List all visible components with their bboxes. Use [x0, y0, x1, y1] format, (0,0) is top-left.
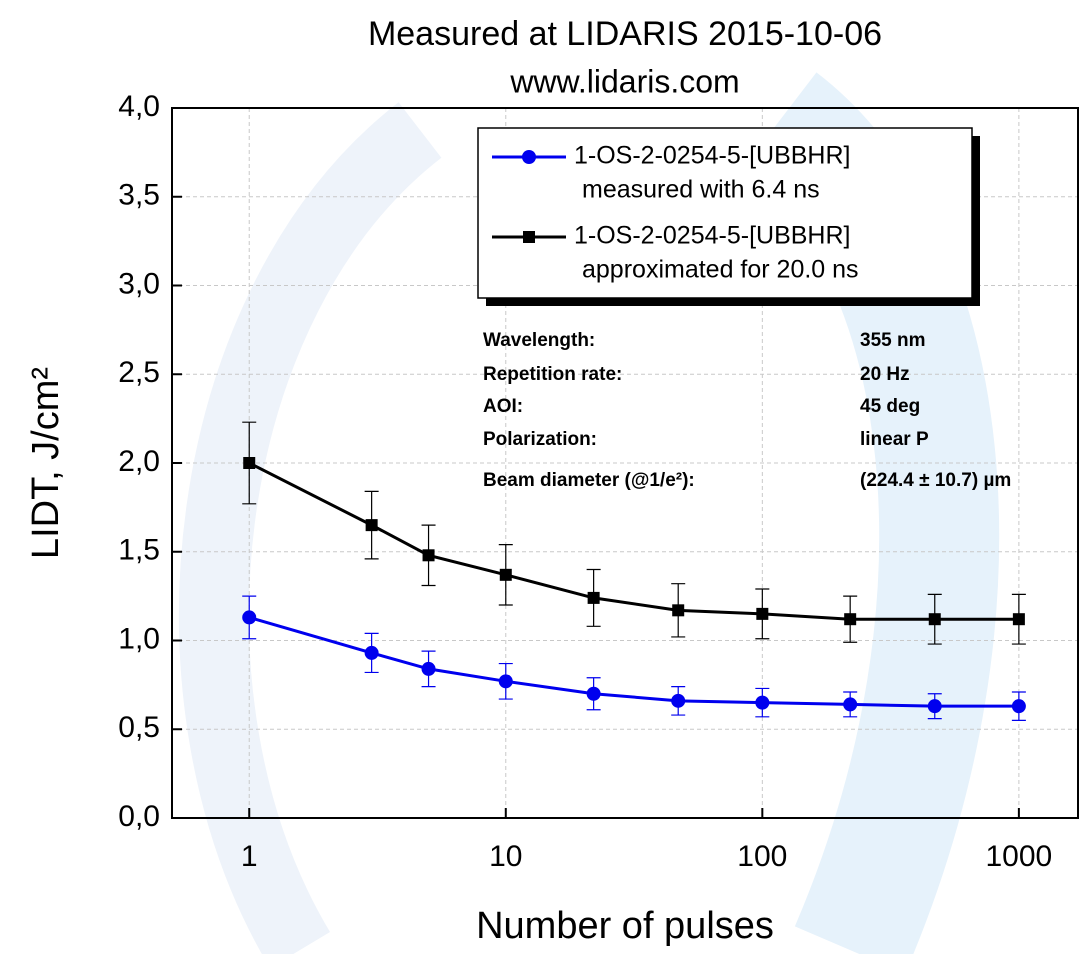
marker [364, 645, 379, 660]
y-tick-label: 1,5 [118, 534, 160, 567]
marker [498, 674, 513, 689]
legend: 1-OS-2-0254-5-[UBBHR] measured with 6.4 n… [492, 142, 859, 284]
marker [755, 695, 770, 710]
marker [499, 568, 512, 581]
legend-label: 1-OS-2-0254-5-[UBBHR] [574, 222, 850, 250]
series-line [248, 461, 1019, 621]
info-label: Repetition rate: [483, 364, 622, 385]
info-value: (224.4 ± 10.7) µm [860, 470, 1011, 491]
marker [365, 519, 378, 532]
marker [1012, 613, 1025, 626]
series-line [248, 615, 1019, 708]
x-tick-label: 10 [489, 840, 522, 873]
info-value: 20 Hz [860, 364, 910, 385]
info-table: Wavelength: 355 nm Repetition rate: 20 Hz AO… [483, 330, 1011, 491]
marker [671, 693, 686, 708]
marker [522, 150, 536, 164]
info-value: 355 nm [860, 330, 925, 351]
marker [587, 591, 600, 604]
legend-label: 1-OS-2-0254-5-[UBBHR] [574, 142, 850, 170]
watermark-arc [179, 102, 442, 954]
y-tick-label: 3,0 [118, 267, 160, 300]
marker [672, 604, 685, 617]
marker [756, 607, 769, 620]
y-tick-label: 1,0 [118, 622, 160, 655]
marker [928, 613, 941, 626]
info-label: AOI: [483, 396, 523, 417]
marker [927, 699, 942, 714]
chart-title: Measured at LIDARIS 2015-10-06 [368, 15, 882, 53]
x-tick-label: 1 [241, 840, 258, 873]
y-tick-label: 0,0 [118, 800, 160, 833]
y-tick-label: 3,5 [118, 179, 160, 212]
info-label: Wavelength: [483, 330, 595, 351]
x-tick-label: 100 [737, 840, 787, 873]
marker [843, 697, 858, 712]
marker [586, 686, 601, 701]
y-axis-label: LIDT, J/cm² [25, 367, 67, 559]
marker [242, 610, 257, 625]
info-label: Beam diameter (@1/e²): [483, 470, 695, 491]
marks: 0,0 0,5 1,0 1,5 2,0 2,5 3,0 3,5 4,0 1 10 100 1000 [118, 90, 1052, 873]
y-tick-label: 2,5 [118, 356, 160, 389]
y-tick-label: 4,0 [118, 90, 160, 123]
legend-description: measured with 6.4 ns [582, 176, 820, 204]
info-value: 45 deg [860, 396, 920, 417]
chart-subtitle: www.lidaris.com [509, 63, 739, 99]
x-axis-label: Number of pulses [476, 905, 774, 947]
marker [422, 549, 435, 562]
marker [844, 613, 857, 626]
x-tick-label: 1000 [986, 840, 1053, 873]
legend-description: approximated for 20.0 ns [582, 256, 859, 284]
marker [421, 661, 436, 676]
info-value: linear P [860, 429, 929, 450]
y-tick-label: 2,0 [118, 445, 160, 478]
marker [243, 457, 256, 469]
marker [1011, 699, 1026, 714]
info-label: Polarization: [483, 429, 597, 450]
y-tick-label: 0,5 [118, 711, 160, 744]
marker [523, 231, 535, 243]
